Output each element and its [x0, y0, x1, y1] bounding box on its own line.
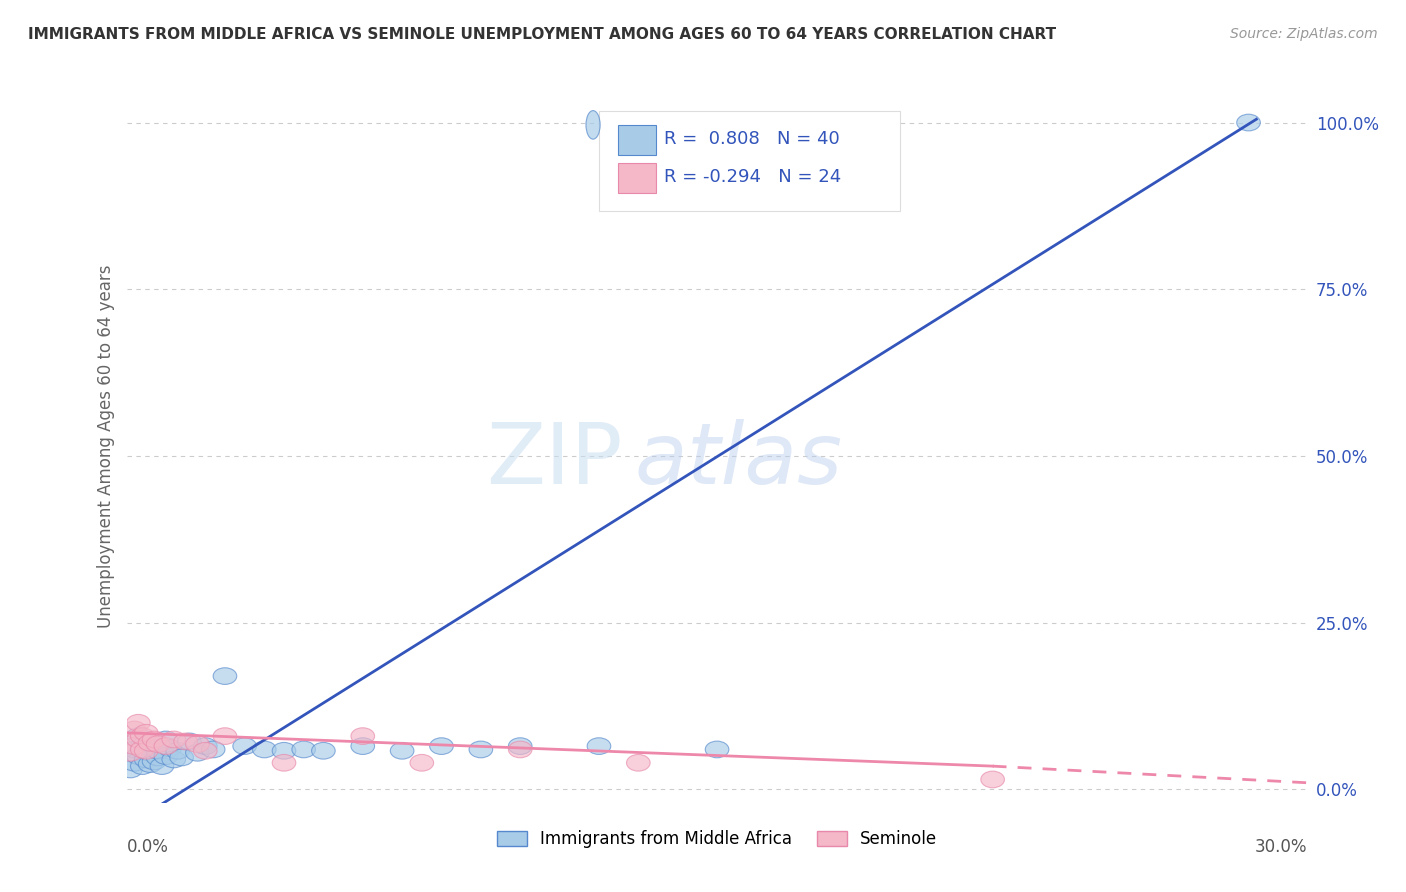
Ellipse shape — [411, 755, 433, 771]
Ellipse shape — [146, 749, 170, 766]
Ellipse shape — [122, 721, 146, 738]
Text: ZIP: ZIP — [486, 418, 623, 502]
Ellipse shape — [127, 728, 150, 745]
Text: R =  0.808   N = 40: R = 0.808 N = 40 — [664, 130, 839, 148]
Ellipse shape — [253, 741, 276, 758]
Ellipse shape — [135, 734, 157, 751]
Ellipse shape — [127, 731, 150, 747]
Ellipse shape — [177, 733, 201, 750]
Ellipse shape — [214, 668, 236, 684]
Ellipse shape — [1237, 114, 1260, 131]
Ellipse shape — [135, 724, 157, 741]
Ellipse shape — [352, 738, 374, 755]
Text: Source: ZipAtlas.com: Source: ZipAtlas.com — [1230, 27, 1378, 41]
Legend: Immigrants from Middle Africa, Seminole: Immigrants from Middle Africa, Seminole — [491, 824, 943, 855]
Text: atlas: atlas — [634, 418, 842, 502]
Ellipse shape — [118, 745, 142, 761]
Ellipse shape — [155, 747, 177, 764]
Ellipse shape — [122, 738, 146, 755]
Text: 0.0%: 0.0% — [127, 838, 169, 856]
Ellipse shape — [135, 742, 157, 759]
Ellipse shape — [146, 736, 170, 753]
Ellipse shape — [201, 741, 225, 758]
Ellipse shape — [138, 756, 162, 772]
Text: IMMIGRANTS FROM MIDDLE AFRICA VS SEMINOLE UNEMPLOYMENT AMONG AGES 60 TO 64 YEARS: IMMIGRANTS FROM MIDDLE AFRICA VS SEMINOL… — [28, 27, 1056, 42]
Ellipse shape — [430, 738, 453, 755]
Ellipse shape — [170, 749, 194, 766]
Ellipse shape — [131, 738, 155, 755]
Ellipse shape — [131, 728, 155, 745]
Ellipse shape — [142, 736, 166, 753]
Ellipse shape — [312, 742, 335, 759]
Text: R = -0.294   N = 24: R = -0.294 N = 24 — [664, 168, 841, 186]
Ellipse shape — [233, 738, 256, 755]
Ellipse shape — [155, 731, 177, 747]
Ellipse shape — [391, 742, 413, 759]
Ellipse shape — [131, 758, 155, 774]
Ellipse shape — [273, 742, 295, 759]
Ellipse shape — [627, 755, 650, 771]
Text: 30.0%: 30.0% — [1256, 838, 1308, 856]
Ellipse shape — [135, 751, 157, 768]
Ellipse shape — [142, 731, 166, 747]
Ellipse shape — [118, 761, 142, 778]
Ellipse shape — [352, 728, 374, 745]
Ellipse shape — [162, 731, 186, 747]
Ellipse shape — [155, 738, 177, 755]
Ellipse shape — [470, 741, 492, 758]
Ellipse shape — [214, 728, 236, 745]
FancyBboxPatch shape — [617, 162, 655, 193]
Ellipse shape — [174, 733, 197, 750]
Ellipse shape — [166, 742, 190, 759]
Ellipse shape — [509, 741, 531, 758]
Ellipse shape — [162, 751, 186, 768]
Ellipse shape — [142, 753, 166, 770]
Ellipse shape — [588, 738, 610, 755]
Ellipse shape — [138, 745, 162, 761]
Ellipse shape — [138, 734, 162, 751]
Ellipse shape — [122, 755, 146, 771]
Ellipse shape — [157, 739, 181, 756]
FancyBboxPatch shape — [599, 111, 900, 211]
Ellipse shape — [981, 771, 1004, 788]
Ellipse shape — [122, 741, 146, 758]
Ellipse shape — [146, 742, 170, 759]
Ellipse shape — [194, 742, 217, 759]
FancyBboxPatch shape — [617, 125, 655, 155]
Y-axis label: Unemployment Among Ages 60 to 64 years: Unemployment Among Ages 60 to 64 years — [97, 264, 115, 628]
Ellipse shape — [194, 738, 217, 755]
Ellipse shape — [127, 747, 150, 764]
Ellipse shape — [186, 736, 209, 753]
Ellipse shape — [706, 741, 728, 758]
Ellipse shape — [292, 741, 315, 758]
Ellipse shape — [586, 111, 600, 139]
Ellipse shape — [150, 758, 174, 774]
Ellipse shape — [273, 755, 295, 771]
Ellipse shape — [186, 745, 209, 761]
Ellipse shape — [127, 714, 150, 731]
Ellipse shape — [131, 741, 155, 758]
Ellipse shape — [509, 738, 531, 755]
